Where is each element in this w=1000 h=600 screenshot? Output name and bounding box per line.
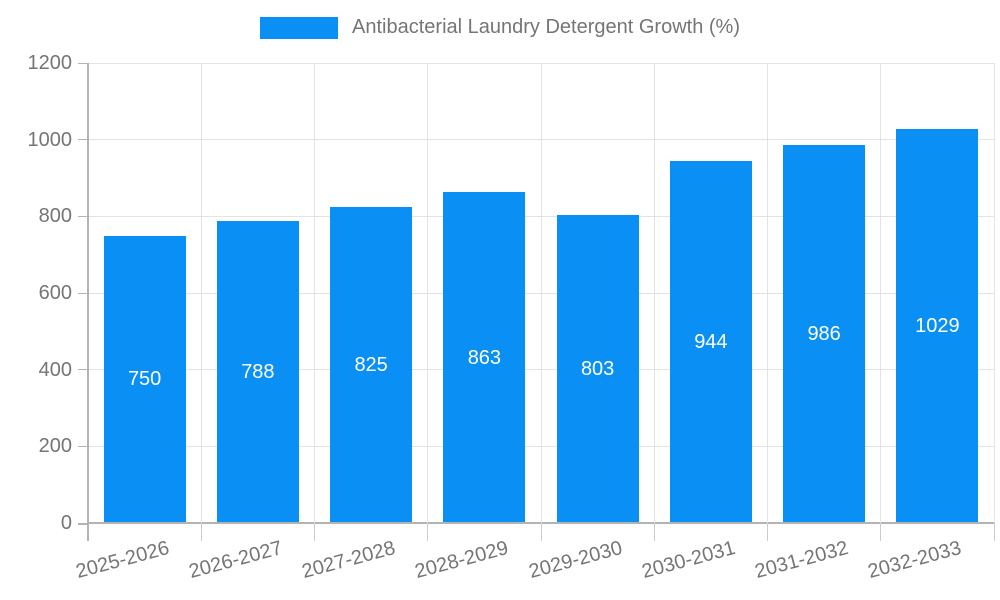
x-gridline <box>314 63 315 523</box>
bar-value-label: 750 <box>127 368 162 391</box>
y-tick-label: 200 <box>38 435 72 458</box>
bar <box>103 235 186 522</box>
x-tick <box>314 523 315 541</box>
y-tick-label: 1000 <box>27 128 73 151</box>
y-tick <box>78 369 88 371</box>
x-gridline <box>540 63 542 523</box>
bar <box>443 192 526 522</box>
x-tick <box>993 523 995 541</box>
y-tick <box>78 62 88 64</box>
bar-value-label: 788 <box>241 360 275 383</box>
x-gridline <box>993 63 995 523</box>
bar-value-label: 986 <box>807 323 841 346</box>
y-tick-label: 600 <box>38 282 72 304</box>
bar <box>783 145 866 522</box>
y-tick-label: 1200 <box>27 52 73 74</box>
x-gridline <box>427 63 429 523</box>
x-tick <box>427 523 429 541</box>
bar-value-label: 1029 <box>915 314 960 337</box>
bar <box>330 206 413 522</box>
legend-label: Antibacterial Laundry Detergent Growth (… <box>352 16 740 38</box>
x-gridline <box>653 63 655 523</box>
y-axis-line <box>87 63 89 541</box>
x-tick <box>540 523 542 541</box>
legend: Antibacterial Laundry Detergent Growth (… <box>0 16 1000 39</box>
y-tick-label: 0 <box>60 512 72 534</box>
bar-value-label: 863 <box>467 346 502 369</box>
y-tick <box>78 522 88 525</box>
bar <box>896 128 979 522</box>
bar-value-label: 944 <box>694 331 728 354</box>
x-tick <box>200 523 202 541</box>
bar-value-label: 825 <box>354 353 388 376</box>
y-tick <box>78 215 88 217</box>
x-tick <box>880 523 882 541</box>
bar-value-label: 803 <box>580 358 615 381</box>
x-tick <box>767 523 768 541</box>
y-tick <box>78 139 88 141</box>
x-gridline <box>880 63 882 523</box>
x-gridline <box>767 63 768 523</box>
bar <box>556 215 639 522</box>
bar <box>669 161 752 522</box>
legend-swatch <box>260 16 339 39</box>
y-tick-label: 800 <box>38 205 72 228</box>
y-tick <box>78 292 88 294</box>
y-tick <box>78 445 88 447</box>
bar <box>216 220 299 522</box>
x-tick <box>653 523 655 541</box>
x-gridline <box>200 63 202 523</box>
y-tick-label: 400 <box>38 358 72 381</box>
